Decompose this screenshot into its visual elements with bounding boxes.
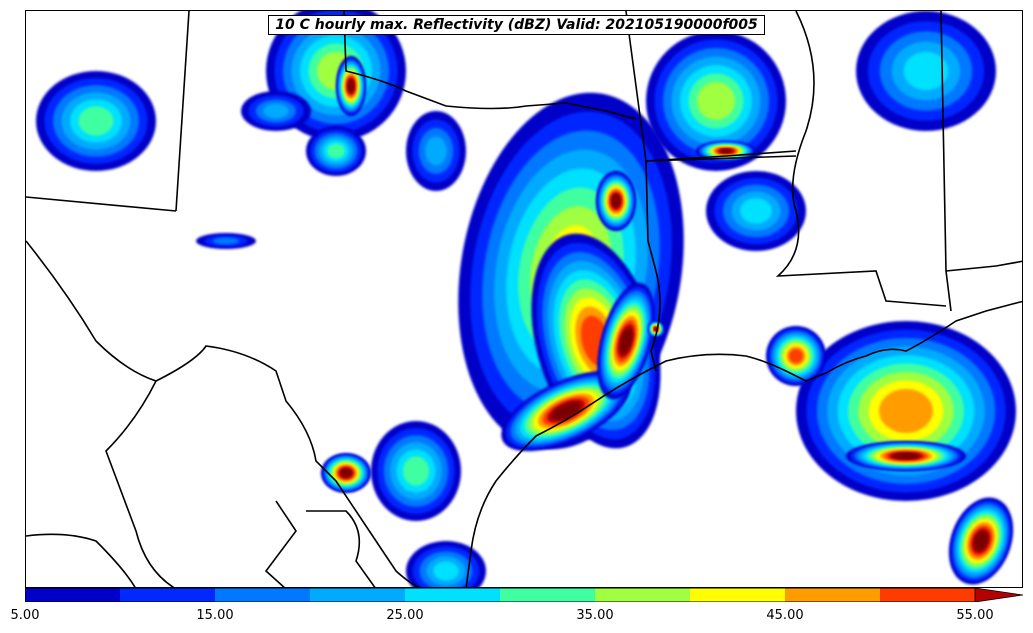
echo-storm-14-level-11 (973, 531, 989, 551)
colorbar-tick-label: 15.00 (196, 608, 234, 623)
echo-storm-2-level-11 (551, 402, 581, 420)
state-border-ar-north (625, 11, 797, 162)
colorbar-bin-0 (25, 588, 121, 602)
state-border-ar-la (645, 155, 797, 162)
colorbar-tick-label: 35.00 (576, 608, 614, 623)
colorbar-bin-6 (595, 588, 691, 602)
mexico-state-line-4 (306, 510, 376, 587)
political-boundaries (26, 11, 1022, 587)
echo-storm-11-level-4 (903, 51, 949, 91)
echo-storm-9-level-5 (327, 143, 345, 159)
echo-storm-8-level-11 (347, 79, 355, 93)
mexico-state-line-1 (105, 380, 175, 587)
colorbar-tick-label: 5.00 (10, 608, 40, 623)
echo-storm-6-level-11 (719, 148, 733, 154)
colorbar-bin-7 (690, 588, 786, 602)
echo-storm-18-level-4 (433, 561, 459, 581)
echo-storm-23-level-2 (213, 237, 239, 245)
echo-storm-4-level-11 (611, 194, 621, 208)
state-border-fl-pan (945, 260, 1022, 272)
echo-storm-15-level-9 (788, 348, 804, 364)
mexico-border (26, 240, 421, 587)
state-border-tx-la (645, 160, 661, 372)
echo-storm-12-level-8 (879, 389, 933, 433)
echo-storm-10-level-5 (78, 106, 114, 136)
state-border-nm-west (175, 11, 190, 212)
colorbar-bin-1 (120, 588, 216, 602)
colorbar-bin-2 (215, 588, 311, 602)
echo-storm-19-level-4 (740, 198, 772, 224)
echo-storm-16-level-5 (402, 456, 430, 486)
echo-storm-13-level-11 (892, 452, 920, 460)
echo-storm-5-level-6 (697, 82, 735, 120)
echo-storm-22-level-3 (263, 103, 289, 119)
colorbar-tick-label: 45.00 (766, 608, 804, 623)
reflectivity-map (26, 11, 1022, 587)
map-panel (25, 10, 1023, 588)
colorbar-bin-3 (310, 588, 406, 602)
state-border-nm-south (26, 196, 177, 212)
reflectivity-echoes (36, 11, 1016, 587)
mexico-state-line-3 (264, 500, 297, 587)
gulf-coastline (465, 300, 1022, 587)
colorbar-bin-8 (785, 588, 881, 602)
echo-storm-17-level-11 (340, 468, 352, 478)
state-border-tx-panhandle (343, 11, 637, 120)
colorbar-tick-label: 25.00 (386, 608, 424, 623)
state-border-ms-river (775, 11, 947, 307)
mexico-state-line-2 (26, 533, 136, 587)
colorbar-tick-label: 55.00 (956, 608, 994, 623)
echo-storm-21-level-3 (425, 136, 447, 166)
colorbar-extend-arrow (974, 588, 1023, 602)
colorbar-bin-9 (880, 588, 976, 602)
colorbar-bin-5 (500, 588, 596, 602)
echo-storm-3-level-11 (619, 328, 633, 354)
colorbar (25, 588, 1023, 602)
colorbar-bin-4 (405, 588, 501, 602)
